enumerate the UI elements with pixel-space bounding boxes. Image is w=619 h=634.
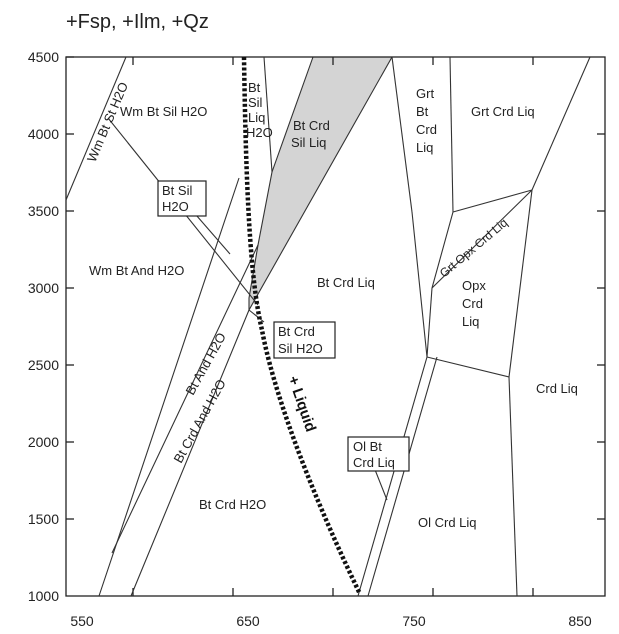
field-bt-crd-sil-liq: Bt Crd Sil Liq xyxy=(291,118,333,150)
field-grt-crd-liq: Grt Crd Liq xyxy=(471,104,535,119)
y-tick-marks xyxy=(66,56,74,520)
diagram-title: +Fsp, +Ilm, +Qz xyxy=(66,11,209,33)
plot-frame xyxy=(65,56,606,597)
boundary-line xyxy=(449,56,454,213)
y-axis-labels: 4500 4000 3500 3000 2500 2000 1500 1000 xyxy=(28,49,59,604)
y-tick-label: 4000 xyxy=(28,126,59,142)
x-tick-label: 750 xyxy=(402,613,426,629)
boundary-line xyxy=(130,309,250,597)
shaded-field-bt-crd-sil-liq xyxy=(248,56,393,313)
label-box-ol-bt-crd-liq xyxy=(347,436,410,472)
field-grt-bt-crd-liq: Grt Bt Crd Liq xyxy=(416,86,441,155)
y-tick-label: 2000 xyxy=(28,434,59,450)
y-tick-label: 3500 xyxy=(28,203,59,219)
y-tick-label: 1000 xyxy=(28,588,59,604)
boundary-line xyxy=(357,356,428,597)
y-tick-label: 2500 xyxy=(28,357,59,373)
reaction-lines xyxy=(65,56,591,597)
field-wm-bt-sil-h2o: Wm Bt Sil H2O xyxy=(120,104,207,119)
boundary-line xyxy=(391,56,413,213)
field-bt-crd-h2o: Bt Crd H2O xyxy=(199,497,266,512)
field-wm-bt-st-h2o: Wm Bt St H2O xyxy=(84,80,131,164)
boundary-line xyxy=(367,356,438,597)
field-bt-sil-h2o: Bt Sil H2O xyxy=(162,183,196,214)
field-ol-crd-liq: Ol Crd Liq xyxy=(418,515,477,530)
y-tick-label: 1500 xyxy=(28,511,59,527)
x-axis-labels: 550 650 750 850 xyxy=(70,613,592,629)
x-tick-label: 650 xyxy=(236,613,260,629)
boundary-line xyxy=(431,211,454,289)
y-tick-label: 4500 xyxy=(28,49,59,65)
boundary-line xyxy=(411,211,428,358)
label-box-bt-crd-sil-h2o xyxy=(273,321,336,359)
boundary-line xyxy=(111,244,259,554)
boundary-line xyxy=(508,376,518,597)
liquid-label: + Liquid xyxy=(284,374,319,434)
boundary-line xyxy=(531,56,591,191)
field-bt-sil-liq-h2o: Bt Sil Liq H2O xyxy=(246,80,273,140)
boundary-line xyxy=(98,177,240,597)
field-bt-crd-sil-h2o: Bt Crd Sil H2O xyxy=(278,324,323,356)
y-tick-label: 3000 xyxy=(28,280,59,296)
field-bt-crd-liq: Bt Crd Liq xyxy=(317,275,375,290)
x-tick-marks xyxy=(132,57,605,596)
boundary-line xyxy=(248,309,265,323)
field-opx-crd-liq: Opx Crd Liq xyxy=(462,278,489,329)
field-ol-bt-crd-liq: Ol Bt Crd Liq xyxy=(353,439,395,470)
boundary-line xyxy=(263,56,273,173)
field-wm-bt-and-h2o: Wm Bt And H2O xyxy=(89,263,184,278)
boundary-line xyxy=(426,356,510,378)
label-box-bt-sil-h2o xyxy=(157,180,207,217)
boundary-line xyxy=(65,56,127,201)
field-crd-liq: Crd Liq xyxy=(536,381,578,396)
boundary-line xyxy=(452,189,533,213)
x-tick-label: 850 xyxy=(568,613,592,629)
boundary-line xyxy=(426,287,433,358)
boundary-line xyxy=(431,189,533,289)
field-grt-opx-crd-liq: Grt Opx Crd Liq xyxy=(437,216,510,281)
boundary-line xyxy=(508,189,533,378)
x-tick-label: 550 xyxy=(70,613,94,629)
